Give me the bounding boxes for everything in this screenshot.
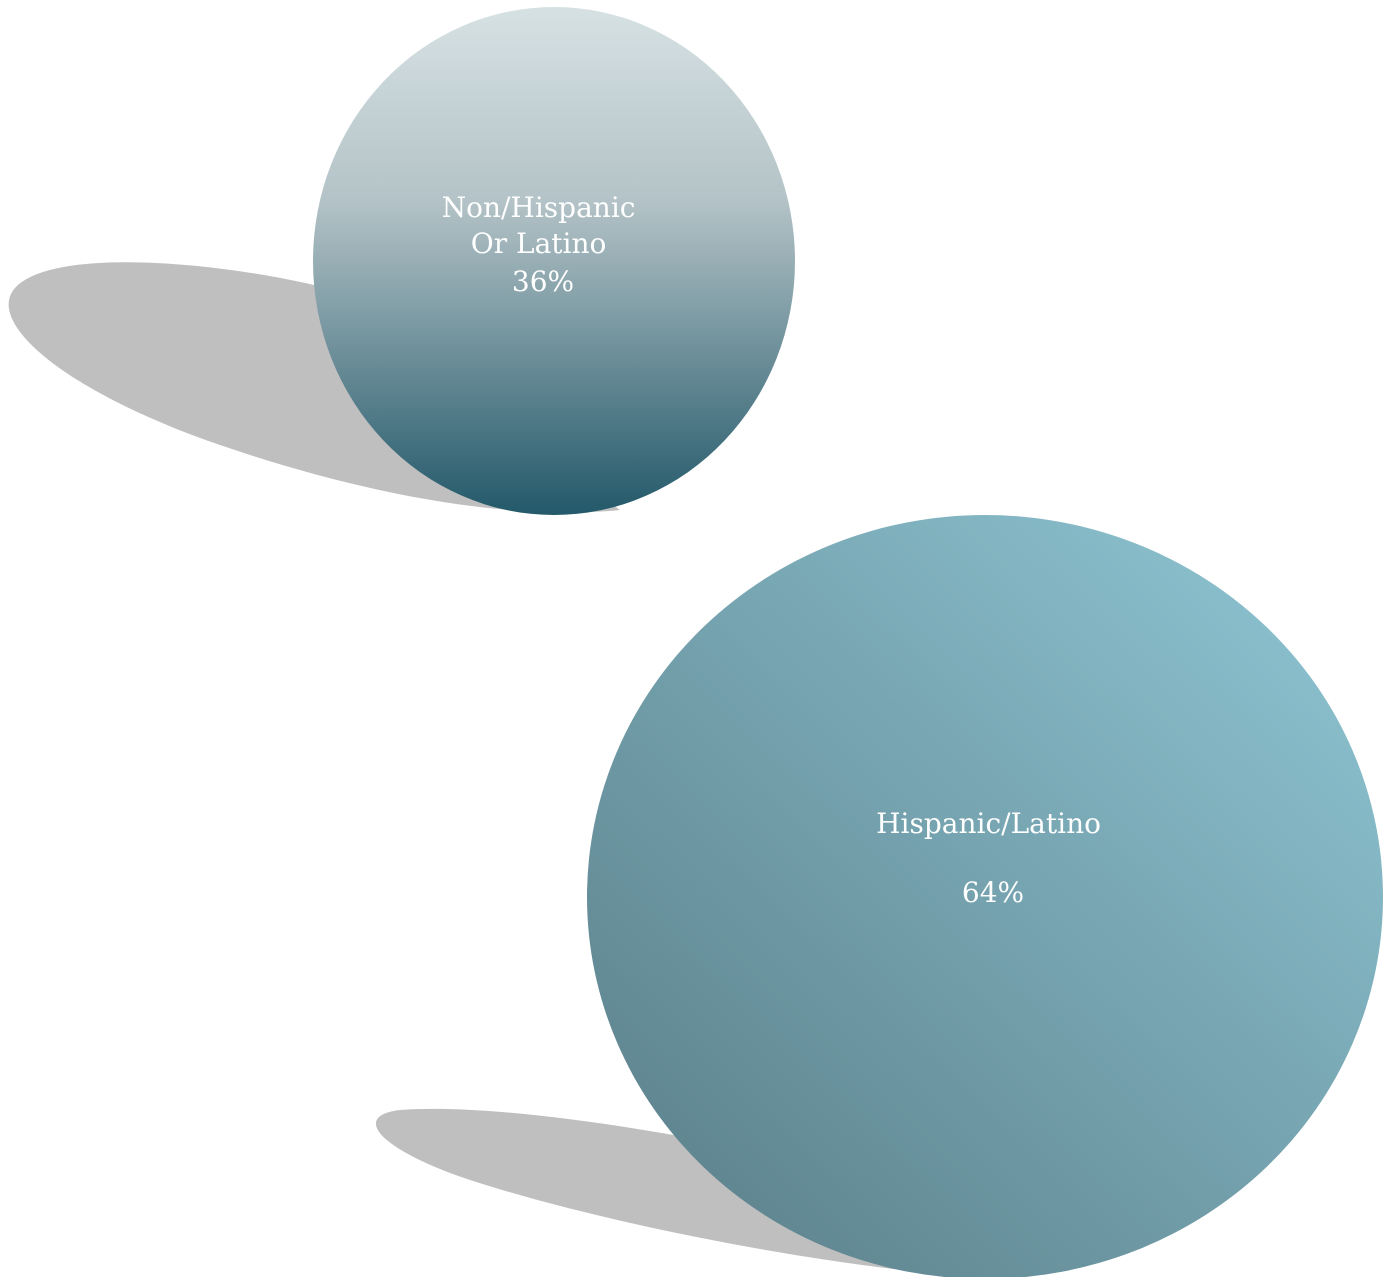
bubble-group-hispanic: Hispanic/Latino 64%	[375, 515, 1383, 1277]
bubble-label-hispanic-line1: Hispanic/Latino	[876, 807, 1101, 840]
bubble-hispanic	[587, 515, 1383, 1277]
bubble-value-non-hispanic: 36%	[512, 265, 574, 298]
bubble-value-hispanic: 64%	[962, 876, 1024, 909]
bubble-label-hispanic: Hispanic/Latino 64%	[876, 807, 1110, 909]
bubble-group-non-hispanic: Non/Hispanic Or Latino 36%	[8, 7, 795, 515]
bubble-label-non-hispanic-line2: Or Latino	[471, 227, 607, 260]
bubble-label-non-hispanic: Non/Hispanic Or Latino 36%	[442, 191, 645, 298]
bubble-non-hispanic	[313, 7, 795, 515]
bubble-label-non-hispanic-line1: Non/Hispanic	[442, 191, 636, 224]
